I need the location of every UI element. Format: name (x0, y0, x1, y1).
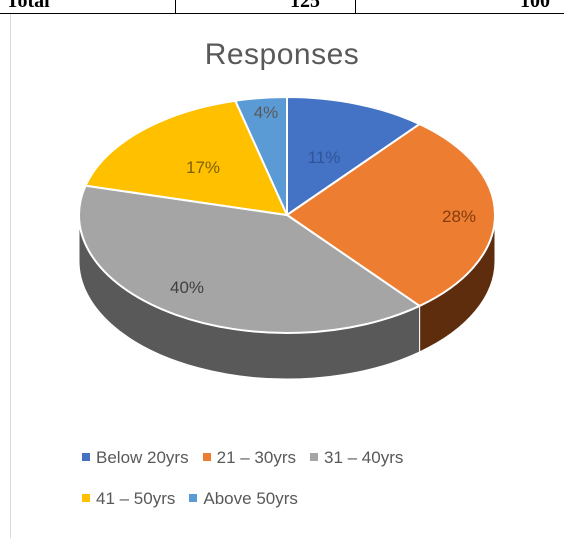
legend-row: Below 20yrs 21 – 30yrs 31 – 40yrs (82, 448, 417, 468)
table-cell-count: 125 (290, 0, 320, 12)
legend-swatch (189, 493, 198, 502)
legend-item: 21 – 30yrs (202, 448, 296, 468)
legend-item: Above 50yrs (189, 489, 298, 509)
legend-swatch (310, 452, 318, 461)
legend-item: 31 – 40yrs (310, 448, 403, 468)
pie-slice-1 (286, 123, 496, 307)
data-label-2: 40% (170, 278, 204, 297)
legend-row: 41 – 50yrs Above 50yrs (82, 489, 312, 509)
chart-frame (10, 14, 564, 538)
legend-label: 31 – 40yrs (324, 448, 404, 467)
legend-label: 21 – 30yrs (216, 448, 296, 467)
pie-slice-3 (84, 99, 288, 216)
data-label-0: 11% (308, 148, 341, 167)
table-fragment: Total 125 100 (0, 0, 564, 14)
legend-swatch (82, 493, 90, 502)
table-divider (355, 0, 356, 14)
table-cell-percent: 100 (520, 0, 550, 12)
legend-item: 41 – 50yrs (82, 489, 175, 509)
legend-swatch (202, 452, 211, 461)
table-divider (175, 0, 176, 14)
pie-slices (78, 96, 496, 334)
legend-label: 41 – 50yrs (96, 489, 176, 508)
legend-item: Below 20yrs (82, 448, 189, 468)
legend-label: Above 50yrs (203, 489, 298, 508)
pie-slice-0 (286, 96, 421, 216)
chart-title: Responses (204, 38, 360, 71)
data-label-3: 17% (186, 158, 220, 177)
data-label-1: 28% (442, 207, 476, 226)
table-cell-total: Total (6, 0, 50, 12)
legend-swatch (82, 452, 90, 461)
table-bottom-border (0, 13, 564, 14)
legend-label: Below 20yrs (96, 448, 189, 467)
pie-slice-2 (78, 184, 421, 334)
pie-slice-4 (234, 96, 288, 216)
data-label-4: 4% (254, 103, 279, 122)
